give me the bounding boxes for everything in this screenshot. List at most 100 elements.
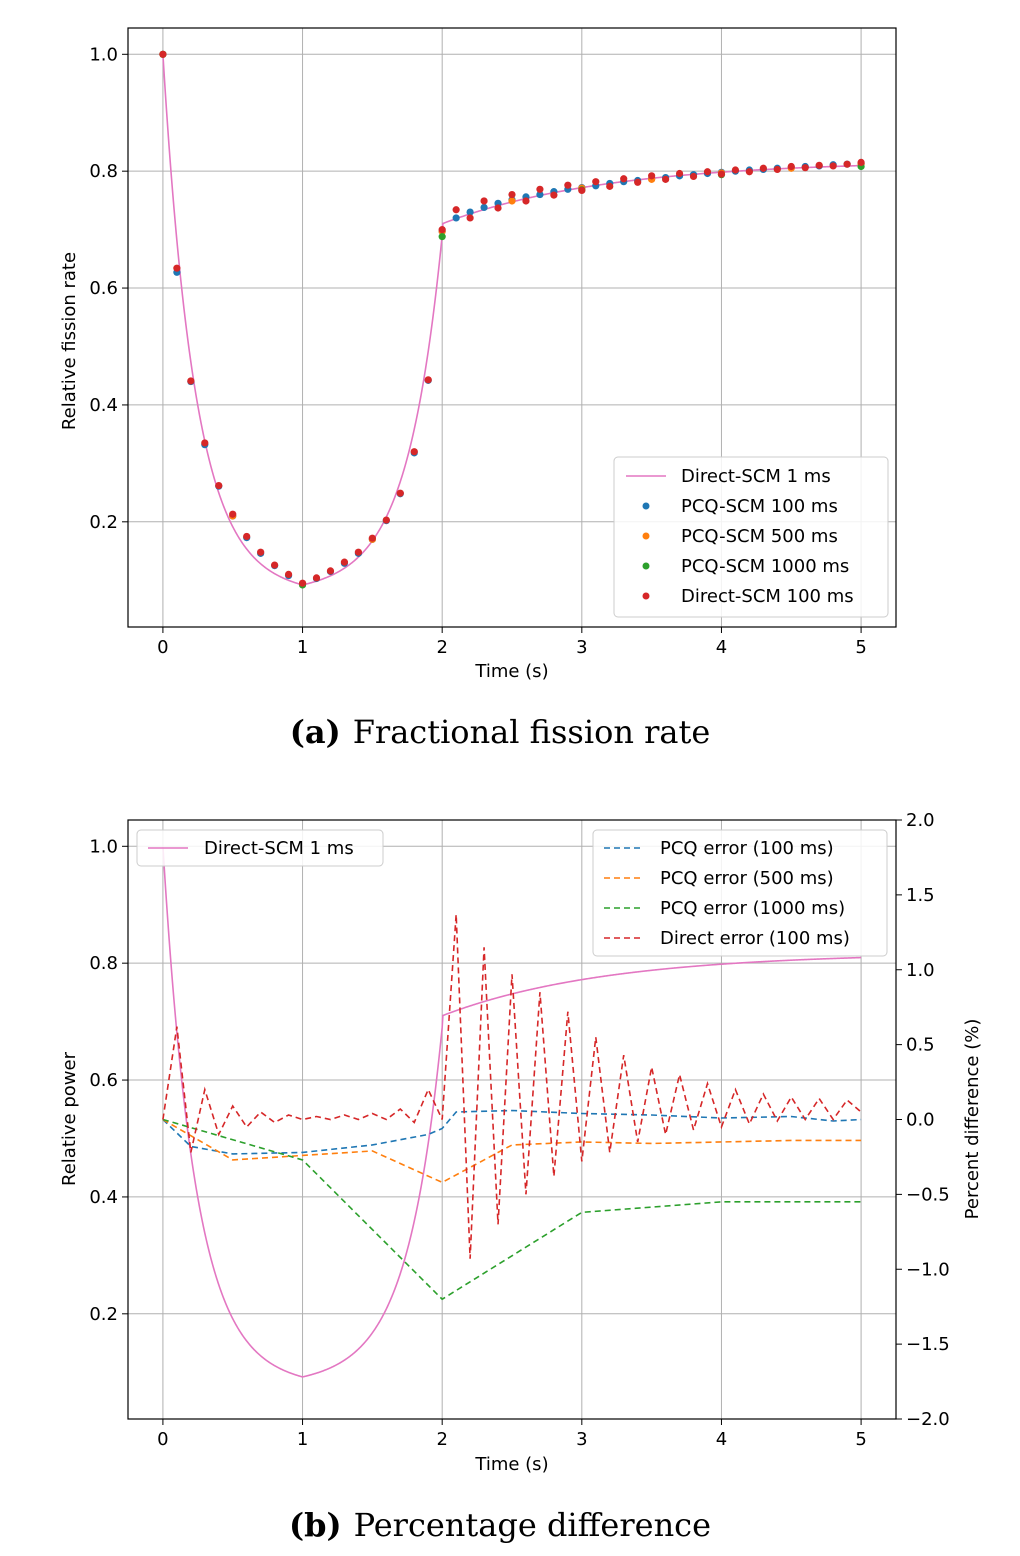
panel-b-axes-frame [127, 819, 897, 1420]
ytick-label-a-3: 0.8 [89, 161, 118, 182]
point-a-direct-scm-100-ms-5 [229, 510, 237, 518]
xtick-label-b-5: 5 [855, 1429, 866, 1450]
point-a-direct-scm-100-ms-0 [159, 50, 167, 58]
panel-b-y-ticks: 0.2 0.4 0.6 0.8 1.0 [89, 836, 128, 1325]
y2tick-label-b-5: 0.5 [906, 1035, 935, 1056]
panel-a-plot-area [159, 50, 865, 589]
point-a-direct-scm-100-ms-29 [564, 181, 572, 189]
ytick-label-a-4: 1.0 [89, 44, 118, 65]
legend-swatch-pcq-scm-100ms [642, 502, 650, 510]
panel-b-x-ticks: 0 1 2 3 4 5 [157, 1419, 867, 1450]
panel-b-chart: 0.2 0.4 0.6 0.8 1.0 −2.0 −1.5 −1.0 −0.5 0.0 0.5 1.… [59, 810, 983, 1544]
point-a-direct-scm-100-ms-34 [634, 178, 642, 186]
y2tick-label-b-4: 0.0 [906, 1110, 935, 1131]
point-a-direct-scm-100-ms-32 [606, 182, 614, 190]
legend-swatch-pcq-scm-1000ms [642, 562, 650, 570]
series-line-b-direct-error-100-ms [162, 914, 862, 1259]
point-a-direct-scm-100-ms-2 [187, 377, 195, 385]
y2tick-label-b-7: 1.5 [906, 885, 935, 906]
point-a-pcq-scm-1000-ms-2 [438, 233, 446, 241]
legend-swatch-direct-scm-100ms [642, 592, 650, 600]
y2tick-label-b-3: −0.5 [906, 1184, 950, 1205]
xtick-label-b-0: 0 [157, 1429, 168, 1450]
ytick-label-a-1: 0.4 [89, 395, 118, 416]
legend-label-direct-error-100ms: Direct error (100 ms) [660, 928, 850, 949]
point-a-direct-scm-100-ms-20 [438, 226, 446, 234]
point-a-direct-scm-100-ms-9 [284, 570, 293, 579]
point-a-pcq-scm-100-ms-27 [536, 190, 544, 199]
ytick-label-b-4: 1.0 [89, 836, 118, 857]
point-a-direct-scm-100-ms-50 [857, 158, 865, 167]
legend-label-b-direct-scm-1ms: Direct-SCM 1 ms [204, 838, 354, 859]
point-a-direct-scm-100-ms-30 [578, 186, 586, 195]
point-a-direct-scm-100-ms-3 [201, 439, 209, 447]
panel-b-legend-left: Direct-SCM 1 ms [136, 829, 384, 867]
ytick-label-a-2: 0.6 [89, 278, 118, 299]
panel-a-chart: 0.2 0.4 0.6 0.8 1.0 0 1 2 3 4 5 Time (s) Relative… [59, 27, 897, 751]
ytick-label-b-3: 0.8 [89, 953, 118, 974]
point-a-direct-scm-100-ms-1 [173, 264, 181, 272]
legend-label-pcq-error-1000ms: PCQ error (1000 ms) [660, 898, 845, 919]
ytick-label-b-0: 0.2 [89, 1304, 118, 1325]
legend-label-pcq-scm-100ms: PCQ-SCM 100 ms [681, 496, 838, 517]
point-a-direct-scm-100-ms-18 [410, 448, 418, 456]
point-a-direct-scm-100-ms-44 [773, 165, 781, 174]
point-a-pcq-scm-500-ms-5 [508, 197, 516, 205]
point-a-direct-scm-100-ms-28 [550, 191, 558, 199]
point-a-direct-scm-100-ms-47 [815, 161, 823, 169]
panel-a-legend: Direct-SCM 1 ms PCQ-SCM 100 ms PCQ-SCM 5… [613, 456, 889, 618]
series-line-b-pcq-error-1000-ms [162, 1118, 862, 1301]
panel-a-caption: (a) Fractional fission rate [290, 713, 711, 751]
y2tick-label-b-0: −2.0 [906, 1409, 950, 1430]
point-a-direct-scm-100-ms-25 [508, 190, 516, 199]
series-line-b-pcq-error-100-ms [162, 1109, 862, 1155]
point-a-direct-scm-100-ms-42 [745, 168, 753, 176]
legend-label-direct-scm-100ms: Direct-SCM 100 ms [681, 586, 854, 607]
point-a-pcq-scm-100-ms-21 [452, 214, 460, 222]
point-a-direct-scm-100-ms-43 [759, 164, 767, 172]
point-a-direct-scm-100-ms-19 [424, 376, 432, 384]
panel-a-caption-text: Fractional fission rate [353, 713, 711, 751]
panel-b-legend-right-box [592, 829, 888, 957]
point-a-direct-scm-100-ms-12 [326, 567, 335, 575]
xtick-label-b-1: 1 [297, 1429, 308, 1450]
point-a-direct-scm-100-ms-27 [536, 185, 544, 193]
legend-label-pcq-scm-500ms: PCQ-SCM 500 ms [681, 526, 838, 547]
ytick-label-b-1: 0.4 [89, 1187, 118, 1208]
point-a-direct-scm-100-ms-4 [215, 481, 223, 490]
xtick-label-a-4: 4 [716, 637, 727, 658]
legend-label-pcq-scm-1000ms: PCQ-SCM 1000 ms [681, 556, 849, 577]
point-a-direct-scm-100-ms-7 [257, 548, 265, 556]
point-a-direct-scm-100-ms-15 [368, 534, 376, 542]
xtick-label-a-0: 0 [157, 637, 168, 658]
panel-b-y2label: Percent difference (%) [962, 1019, 983, 1220]
point-a-direct-scm-100-ms-37 [675, 169, 684, 178]
point-a-direct-scm-100-ms-38 [689, 172, 698, 181]
point-a-direct-scm-100-ms-22 [466, 214, 474, 222]
point-a-direct-scm-100-ms-10 [298, 579, 307, 587]
panel-b-caption-text: Percentage difference [354, 1506, 711, 1544]
point-a-direct-scm-100-ms-24 [494, 204, 502, 212]
panel-a-axes-frame [127, 27, 897, 628]
point-a-direct-scm-100-ms-49 [843, 160, 851, 168]
point-a-direct-scm-100-ms-11 [312, 574, 321, 582]
point-a-direct-scm-100-ms-6 [243, 532, 251, 541]
panel-b-caption-label: (b) [289, 1506, 342, 1544]
xtick-label-a-1: 1 [297, 637, 308, 658]
panel-b-caption: (b) Percentage difference [289, 1506, 711, 1544]
point-a-direct-scm-100-ms-40 [717, 170, 726, 178]
xtick-label-a-3: 3 [576, 637, 587, 658]
point-a-direct-scm-100-ms-46 [801, 164, 809, 172]
point-a-direct-scm-100-ms-17 [396, 489, 404, 497]
point-a-direct-scm-100-ms-39 [703, 168, 712, 176]
xtick-label-b-2: 2 [436, 1429, 447, 1450]
point-a-direct-scm-100-ms-48 [829, 162, 837, 170]
point-a-pcq-scm-100-ms-22 [466, 208, 474, 216]
legend-swatch-pcq-scm-500ms [642, 532, 650, 540]
point-a-direct-scm-100-ms-26 [522, 197, 530, 205]
panel-a-ylabel: Relative fission rate [59, 252, 80, 430]
panel-a-xlabel: Time (s) [474, 661, 548, 682]
xtick-label-a-2: 2 [436, 637, 447, 658]
y2tick-label-b-2: −1.0 [906, 1259, 950, 1280]
